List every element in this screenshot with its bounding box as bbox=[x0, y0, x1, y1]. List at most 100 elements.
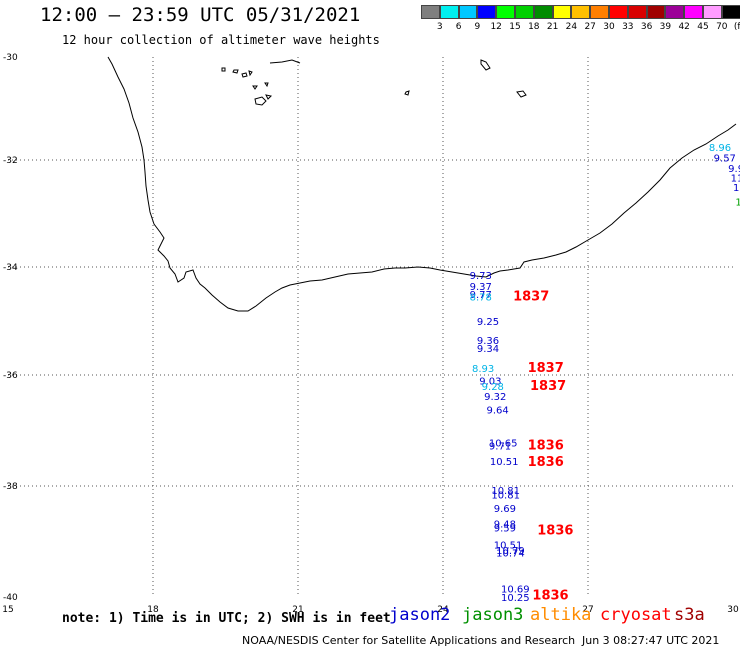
credit-line: NOAA/NESDIS Center for Satellite Applica… bbox=[242, 634, 576, 647]
jason3-reading: 1 bbox=[735, 198, 740, 209]
cryosat-reading: 1836 bbox=[537, 523, 573, 538]
altika-reading: 8.93 bbox=[472, 364, 494, 375]
coastline bbox=[107, 56, 737, 312]
legend-label: 36 bbox=[640, 22, 653, 32]
lat-lon-grid bbox=[8, 57, 733, 597]
legend-swatch bbox=[421, 5, 440, 19]
jason2-reading: 9.34 bbox=[477, 344, 499, 355]
legend-label: 45 bbox=[697, 22, 709, 32]
jason2-reading: 9.36 bbox=[477, 336, 499, 347]
jason2-reading: 10.51 bbox=[490, 457, 519, 468]
legend-swatches bbox=[421, 5, 740, 19]
legend-jason3: jason3 bbox=[462, 605, 524, 625]
legend-swatch bbox=[627, 5, 647, 19]
legend-label: 21 bbox=[546, 22, 559, 32]
lat-label: -40 bbox=[3, 593, 18, 603]
legend-s3a: s3a bbox=[674, 605, 705, 625]
lat-label: -36 bbox=[3, 371, 18, 381]
legend-label: 24 bbox=[565, 22, 578, 32]
legend-label: 6 bbox=[455, 22, 462, 32]
altika-reading: 9.28 bbox=[482, 382, 504, 393]
legend-label: 33 bbox=[622, 22, 634, 32]
jason2-reading: 10.25 bbox=[501, 593, 530, 604]
legend-altika: altika bbox=[530, 605, 592, 625]
footer-note: note: 1) Time is in UTC; 2) SWH is in fe… bbox=[62, 611, 391, 626]
jason2-reading: 10.69 bbox=[501, 585, 530, 596]
credit-date: Jun 3 08:27:47 UTC 2021 bbox=[582, 634, 720, 647]
legend-label: (ft) bbox=[733, 22, 740, 32]
legend-swatch bbox=[646, 5, 666, 19]
legend-label: 27 bbox=[584, 22, 596, 32]
altimeter-readings: 9.739.379.77 9.25 9.369.34 9.03 9.32 9.64 10.6… bbox=[470, 143, 740, 604]
legend-swatch bbox=[514, 5, 534, 19]
cryosat-reading: 1836 bbox=[532, 588, 568, 603]
cryosat-reading: 1836 bbox=[528, 455, 564, 470]
lon-label: 30 bbox=[727, 605, 739, 615]
cryosat-reading: 1837 bbox=[513, 290, 549, 305]
lat-label: -30 bbox=[3, 53, 18, 63]
legend-label: 42 bbox=[678, 22, 690, 32]
legend-label: 15 bbox=[509, 22, 521, 32]
map-title: 12:00 — 23:59 UTC 05/31/2021 bbox=[40, 4, 361, 26]
legend-swatch bbox=[477, 5, 497, 19]
legend-swatch bbox=[590, 5, 609, 19]
jason2-reading: 9.64 bbox=[487, 405, 509, 416]
cryosat-reading: 1836 bbox=[528, 438, 564, 453]
cryosat-reading: 1837 bbox=[528, 361, 564, 376]
jason2-reading: 10.74 bbox=[496, 549, 525, 560]
jason2-reading: 10.65 bbox=[489, 439, 518, 450]
lat-label: -38 bbox=[3, 482, 18, 492]
jason2-reading: 9.9 bbox=[728, 164, 740, 175]
legend-label: 18 bbox=[528, 22, 540, 32]
jason2-reading: 9.77 bbox=[470, 290, 492, 301]
jason2-reading: 10.51 bbox=[494, 540, 523, 551]
lat-label: -32 bbox=[3, 156, 18, 166]
jason2-reading: 9.57 bbox=[714, 153, 736, 164]
legend-label: 30 bbox=[603, 22, 615, 32]
legend-jason2: jason2 bbox=[389, 605, 451, 625]
jason2-reading: 10.81 bbox=[491, 486, 520, 497]
legend-swatch bbox=[458, 5, 478, 19]
jason2-reading: 10.79 bbox=[496, 546, 525, 557]
legend-swatch bbox=[533, 5, 553, 19]
jason2-reading: 11.1 bbox=[731, 174, 740, 185]
legend-label: 12 bbox=[490, 22, 502, 32]
jason2-reading: 9.37 bbox=[470, 282, 492, 293]
legend-label: 9 bbox=[474, 22, 481, 32]
lon-label: 18 bbox=[147, 605, 159, 615]
lon-label: 21 bbox=[292, 605, 303, 615]
cryosat-reading: 1837 bbox=[530, 379, 566, 394]
jason2-reading: 9.25 bbox=[477, 317, 499, 328]
longitude-labels: 15 18 21 24 27 30 bbox=[2, 605, 739, 615]
legend-swatch bbox=[496, 5, 515, 19]
jason2-reading: 10.81 bbox=[491, 490, 520, 501]
legend-label: 39 bbox=[659, 22, 672, 32]
jason2-reading: 9.73 bbox=[470, 271, 492, 282]
legend-swatch bbox=[665, 5, 685, 19]
jason2-reading: 9.48 bbox=[494, 520, 516, 531]
jason2-reading: 9.71 bbox=[489, 441, 511, 452]
jason2-reading: 9.03 bbox=[479, 377, 501, 388]
latitude-labels: -30 -32 -34 -36 -38 -40 bbox=[3, 53, 18, 603]
legend-swatch bbox=[439, 5, 459, 19]
legend-swatch bbox=[702, 5, 722, 19]
legend-swatch bbox=[552, 5, 572, 19]
lat-label: -34 bbox=[3, 263, 18, 273]
legend-swatch bbox=[608, 5, 628, 19]
lon-label: 24 bbox=[437, 605, 449, 615]
lon-label: 15 bbox=[2, 605, 13, 615]
islands bbox=[221, 59, 527, 106]
legend-cryosat: cryosat bbox=[600, 605, 672, 625]
legend-swatch bbox=[571, 5, 591, 19]
altika-reading: 8.78 bbox=[470, 293, 492, 304]
jason2-reading: 9.32 bbox=[484, 392, 506, 403]
jason2-reading: 9.59 bbox=[494, 524, 516, 535]
altika-reading: 8.96 bbox=[709, 143, 731, 154]
jason2-reading: 10 bbox=[733, 183, 740, 194]
legend-label: 3 bbox=[436, 22, 443, 32]
map-subtitle: 12 hour collection of altimeter wave hei… bbox=[62, 33, 380, 47]
legend-swatch bbox=[684, 5, 703, 19]
